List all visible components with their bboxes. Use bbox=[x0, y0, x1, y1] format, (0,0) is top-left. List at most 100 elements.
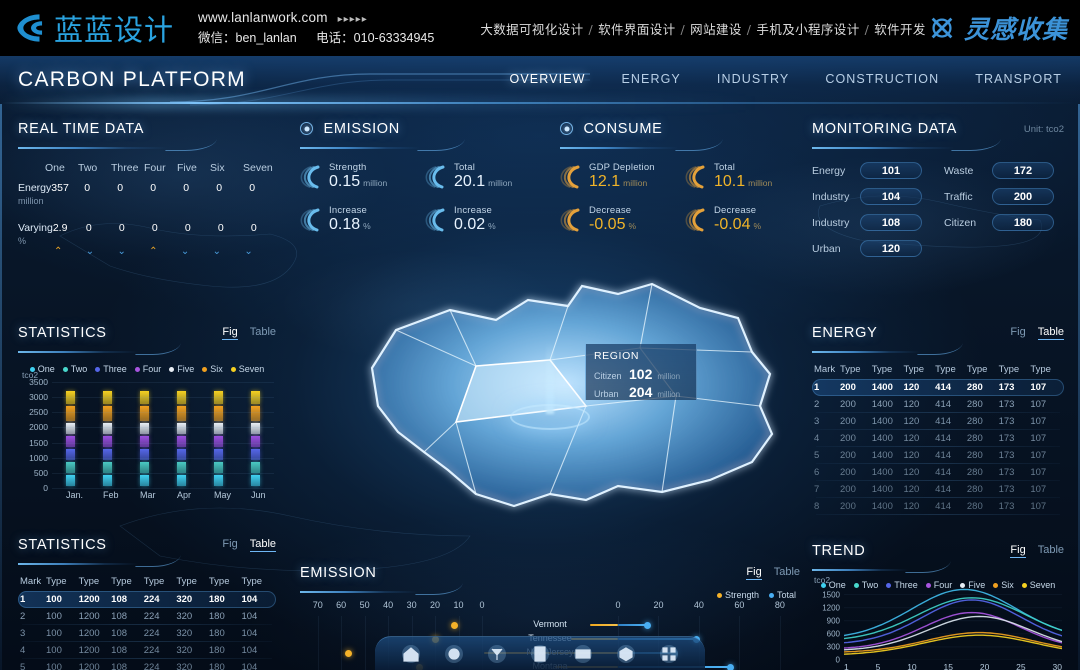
bar-segment bbox=[140, 422, 149, 434]
view-toggle[interactable]: Fig Table bbox=[1010, 544, 1064, 558]
view-toggle[interactable]: Fig Table bbox=[746, 566, 800, 580]
nav-item-industry[interactable]: INDUSTRY bbox=[716, 72, 790, 86]
panel-header: MONITORING DATA Unit: tco2 bbox=[812, 120, 1064, 151]
row-unit: % bbox=[18, 236, 27, 246]
statistics-data-table[interactable]: Mark Type Type Type Type Type Type Type 1 100 1200… bbox=[18, 576, 276, 670]
legend-swatch bbox=[886, 582, 892, 588]
hexagon-icon[interactable] bbox=[616, 644, 636, 664]
y-tick: 300 bbox=[826, 642, 840, 652]
gridline bbox=[739, 616, 741, 670]
table-row[interactable]: 3 200 1400 120 414 280 173 107 bbox=[812, 413, 1064, 430]
y-tick: 0 bbox=[43, 483, 48, 493]
view-toggle[interactable]: Fig Table bbox=[222, 538, 276, 552]
dashboard-icon[interactable] bbox=[573, 644, 593, 664]
bar-segment bbox=[177, 406, 186, 421]
table-cell: 107 bbox=[1030, 433, 1047, 444]
table-row[interactable]: 8 200 1400 120 414 280 173 107 bbox=[812, 498, 1064, 515]
view-toggle[interactable]: Fig Table bbox=[222, 326, 276, 340]
nav-item-construction[interactable]: CONSTRUCTION bbox=[825, 72, 940, 86]
legend-label: Seven bbox=[1029, 580, 1056, 590]
table-cell: 280 bbox=[966, 484, 983, 495]
toggle-fig[interactable]: Fig bbox=[1010, 544, 1026, 558]
legend-label: Total bbox=[776, 590, 796, 600]
toggle-fig[interactable]: Fig bbox=[1010, 326, 1026, 338]
home-icon[interactable] bbox=[401, 644, 421, 664]
monitoring-label: Urban bbox=[812, 242, 841, 255]
toggle-fig[interactable]: Fig bbox=[746, 566, 762, 580]
column-header: Three bbox=[111, 162, 139, 174]
kpi-unit: % bbox=[628, 221, 637, 232]
panel-title: STATISTICS bbox=[18, 537, 107, 553]
table-row[interactable]: 2 200 1400 120 414 280 173 107 bbox=[812, 396, 1064, 413]
toggle-fig[interactable]: Fig bbox=[222, 538, 238, 550]
x-tick: Jan. bbox=[66, 490, 84, 500]
table-cell: 320 bbox=[176, 628, 193, 639]
x-tick: 15 bbox=[943, 662, 953, 670]
kpi-label: Total bbox=[454, 162, 476, 173]
table-row[interactable]: 5 200 1400 120 414 280 173 107 bbox=[812, 447, 1064, 464]
kpi-value: -0.05% bbox=[589, 216, 637, 234]
value-cell: 0 bbox=[150, 182, 157, 194]
brand-url-row: www.lanlanwork.com ▸▸▸▸▸ bbox=[198, 8, 450, 29]
legend-item: One bbox=[820, 580, 846, 590]
panel-consume-kpi: CONSUME GDP Depletion 12.1 million Total 10.… bbox=[560, 120, 810, 235]
gear-icon[interactable] bbox=[444, 644, 464, 664]
document-icon[interactable] bbox=[530, 644, 550, 664]
bottom-dock[interactable] bbox=[375, 636, 705, 670]
stacked-bar bbox=[177, 391, 186, 488]
gridline bbox=[52, 488, 274, 489]
table-row[interactable]: 2 100 1200 108 224 320 180 104 bbox=[18, 608, 276, 625]
table-row[interactable]: 4 200 1400 120 414 280 173 107 bbox=[812, 430, 1064, 447]
table-cell: 4 bbox=[20, 645, 26, 656]
table-row[interactable]: 3 100 1200 108 224 320 180 104 bbox=[18, 625, 276, 642]
table-cell: 224 bbox=[143, 645, 160, 656]
legend-item: Five bbox=[960, 580, 985, 590]
kpi-item: GDP Depletion 12.1 million bbox=[560, 162, 685, 191]
table-cell: 8 bbox=[814, 501, 820, 512]
column-header: Type bbox=[241, 576, 263, 587]
table-row[interactable]: 4 100 1200 108 224 320 180 104 bbox=[18, 642, 276, 659]
arrow-down-icon: ⌄ bbox=[244, 246, 253, 257]
bar-segment bbox=[214, 475, 223, 486]
bar-segment bbox=[140, 461, 149, 474]
kpi-value: 20.1 million bbox=[454, 173, 513, 190]
legend-label: Six bbox=[1001, 580, 1014, 590]
table-row[interactable]: 7 200 1400 120 414 280 173 107 bbox=[812, 481, 1064, 498]
toggle-fig[interactable]: Fig bbox=[222, 326, 238, 340]
table-row[interactable]: 6 200 1400 120 414 280 173 107 bbox=[812, 464, 1064, 481]
panel-trend-chart: TREND Fig Table One Two Three Four Five Six Se… bbox=[812, 542, 1064, 670]
grid-apps-icon[interactable] bbox=[659, 644, 679, 664]
table-cell: 180 bbox=[208, 611, 225, 622]
table-cell: 1200 bbox=[78, 611, 100, 622]
toggle-table[interactable]: Table bbox=[773, 566, 800, 578]
energy-data-table[interactable]: Mark Type Type Type Type Type Type Type 1 200 1400… bbox=[812, 364, 1064, 515]
toggle-table[interactable]: Table bbox=[249, 326, 276, 338]
region-map[interactable] bbox=[300, 256, 820, 556]
monitoring-row: Traffic 200 bbox=[944, 188, 1064, 205]
table-cell: 1 bbox=[814, 382, 820, 393]
monitoring-label: Industry bbox=[812, 216, 850, 229]
arc-indicator-icon bbox=[300, 208, 320, 232]
nav-item-transport[interactable]: TRANSPORT bbox=[975, 72, 1062, 86]
table-row[interactable]: 5 100 1200 108 224 320 180 104 bbox=[18, 659, 276, 670]
toggle-table[interactable]: Table bbox=[249, 538, 276, 552]
title-swoosh bbox=[135, 343, 181, 355]
monitoring-label: Citizen bbox=[944, 216, 977, 229]
toggle-table[interactable]: Table bbox=[1037, 326, 1064, 340]
view-toggle[interactable]: Fig Table bbox=[1010, 326, 1064, 340]
legend-label: Strength bbox=[724, 590, 759, 600]
toggle-table[interactable]: Table bbox=[1037, 544, 1064, 556]
panel-energy-table: ENERGY Fig Table Mark Type Type Type Type Typ… bbox=[812, 324, 1064, 515]
x-axis: 1 5 10 15 20 25 30 bbox=[844, 662, 1062, 670]
monitoring-row: Citizen 180 bbox=[944, 214, 1064, 231]
nav-item-overview[interactable]: OVERVIEW bbox=[509, 72, 586, 86]
title-underline bbox=[18, 147, 168, 149]
table-row[interactable]: 1 100 1200 108 224 320 180 104 bbox=[18, 591, 276, 608]
table-cell: 414 bbox=[935, 467, 952, 478]
chart-y-icon[interactable] bbox=[487, 644, 507, 664]
kpi-label: GDP Depletion bbox=[589, 162, 655, 173]
value-cell: 0 bbox=[217, 222, 224, 234]
nav-item-energy[interactable]: ENERGY bbox=[621, 72, 681, 86]
top-navigation[interactable]: OVERVIEW ENERGY INDUSTRY CONSTRUCTION TRANSP… bbox=[510, 72, 1062, 86]
table-row[interactable]: 1 200 1400 120 414 280 173 107 bbox=[812, 379, 1064, 396]
